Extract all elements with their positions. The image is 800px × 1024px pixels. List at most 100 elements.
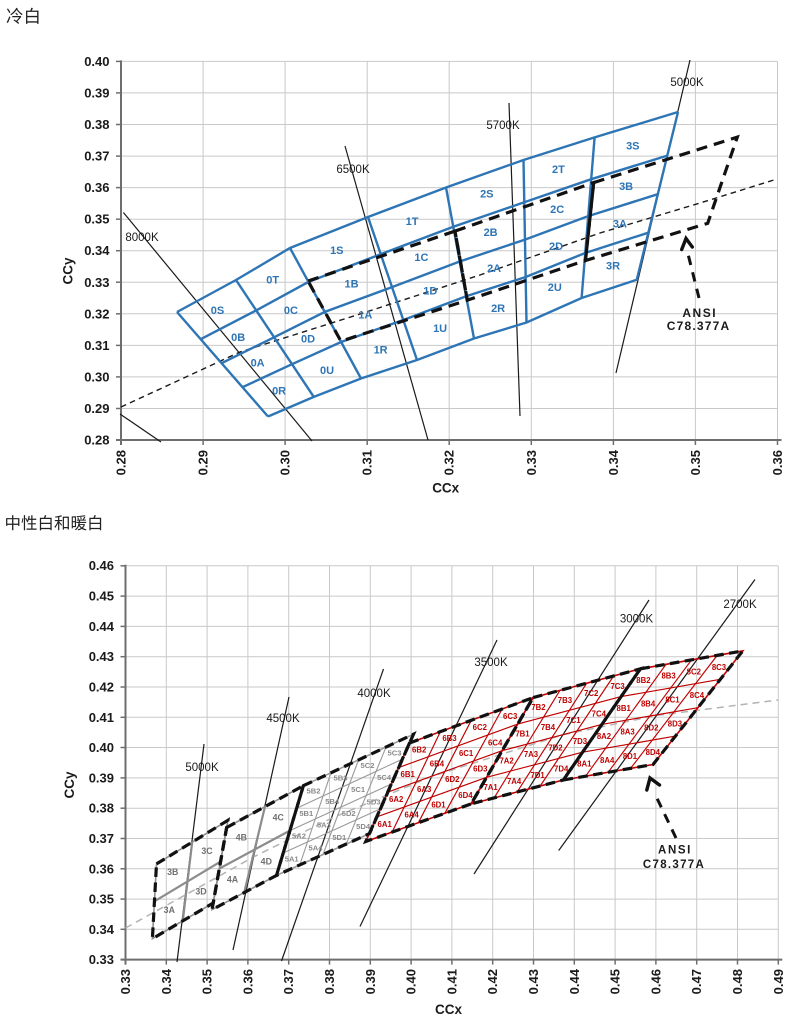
svg-text:7B3: 7B3 [558, 696, 573, 705]
svg-text:8D4: 8D4 [646, 748, 661, 757]
svg-text:0.38: 0.38 [84, 117, 109, 132]
svg-text:5A2: 5A2 [292, 832, 306, 841]
svg-text:0.36: 0.36 [240, 969, 255, 994]
svg-text:0.30: 0.30 [84, 369, 109, 384]
svg-text:8B3: 8B3 [661, 672, 676, 681]
svg-text:5D2: 5D2 [342, 809, 356, 818]
svg-text:1B: 1B [344, 278, 358, 290]
svg-text:2U: 2U [548, 282, 562, 294]
svg-text:6C1: 6C1 [459, 749, 474, 758]
svg-text:2A: 2A [487, 263, 501, 275]
svg-text:8C3: 8C3 [712, 663, 727, 672]
svg-text:0.49: 0.49 [771, 969, 786, 994]
svg-text:7D1: 7D1 [530, 771, 545, 780]
svg-text:5C3: 5C3 [388, 749, 402, 758]
svg-text:0.45: 0.45 [608, 969, 623, 994]
svg-text:4A: 4A [227, 875, 239, 885]
svg-text:4500K: 4500K [266, 713, 300, 725]
svg-text:7D2: 7D2 [548, 744, 563, 753]
svg-text:CCy: CCy [62, 771, 77, 798]
svg-text:0.32: 0.32 [84, 306, 109, 321]
svg-text:2B: 2B [484, 227, 498, 239]
svg-text:8C4: 8C4 [690, 691, 705, 700]
svg-text:0.31: 0.31 [84, 338, 109, 353]
svg-text:0C: 0C [284, 305, 298, 317]
svg-text:2R: 2R [491, 303, 505, 315]
svg-text:0.40: 0.40 [84, 54, 109, 69]
svg-text:0R: 0R [272, 386, 286, 398]
svg-text:2T: 2T [552, 164, 565, 176]
svg-text:5C1: 5C1 [351, 785, 366, 794]
svg-text:5A4: 5A4 [309, 844, 324, 853]
svg-text:5B3: 5B3 [334, 774, 348, 783]
svg-text:C78.377A: C78.377A [643, 859, 705, 871]
svg-text:0.46: 0.46 [648, 969, 663, 994]
svg-text:6B1: 6B1 [401, 770, 416, 779]
svg-text:3B: 3B [167, 867, 178, 877]
svg-text:0.44: 0.44 [89, 619, 115, 634]
svg-text:CCx: CCx [432, 481, 459, 496]
svg-text:3000K: 3000K [620, 614, 654, 626]
svg-text:8D3: 8D3 [668, 720, 683, 729]
svg-text:5000K: 5000K [185, 762, 219, 774]
svg-text:5000K: 5000K [670, 77, 704, 89]
svg-text:0.35: 0.35 [688, 450, 703, 475]
svg-text:0.43: 0.43 [89, 649, 114, 664]
svg-text:0.39: 0.39 [363, 969, 378, 994]
svg-text:0.41: 0.41 [444, 969, 459, 994]
svg-text:6C4: 6C4 [488, 738, 503, 747]
svg-text:2C: 2C [550, 204, 564, 216]
svg-text:0.38: 0.38 [89, 801, 114, 816]
svg-text:7A1: 7A1 [483, 783, 498, 792]
svg-text:0A: 0A [251, 358, 265, 370]
svg-text:5A3: 5A3 [317, 820, 331, 829]
svg-text:0B: 0B [231, 332, 245, 344]
svg-text:5C4: 5C4 [377, 773, 392, 782]
svg-text:3500K: 3500K [474, 657, 508, 669]
svg-text:1R: 1R [374, 345, 388, 357]
svg-text:4C: 4C [273, 813, 285, 823]
svg-text:1A: 1A [358, 310, 372, 322]
svg-text:0.29: 0.29 [84, 401, 109, 416]
svg-text:0.40: 0.40 [89, 740, 114, 755]
svg-text:0.43: 0.43 [526, 969, 541, 994]
svg-text:1S: 1S [330, 245, 343, 257]
svg-text:0.36: 0.36 [89, 861, 114, 876]
svg-text:5B4: 5B4 [325, 797, 340, 806]
svg-text:0.30: 0.30 [278, 450, 293, 475]
svg-text:8B4: 8B4 [641, 700, 656, 709]
svg-text:6C3: 6C3 [503, 712, 518, 721]
svg-text:0.37: 0.37 [84, 149, 109, 164]
svg-text:5700K: 5700K [486, 120, 520, 132]
svg-text:0.35: 0.35 [200, 969, 215, 994]
svg-text:ANSI: ANSI [658, 845, 692, 857]
svg-text:3S: 3S [626, 141, 639, 153]
svg-text:6A4: 6A4 [404, 810, 419, 819]
svg-text:8C1: 8C1 [665, 696, 680, 705]
svg-text:5A1: 5A1 [285, 854, 300, 863]
svg-text:3B: 3B [619, 181, 633, 193]
svg-text:7A4: 7A4 [507, 777, 522, 786]
svg-text:CCy: CCy [61, 257, 76, 284]
svg-text:2700K: 2700K [723, 599, 757, 611]
svg-text:1U: 1U [433, 323, 447, 335]
svg-text:0.39: 0.39 [89, 770, 114, 785]
svg-text:0.35: 0.35 [89, 892, 114, 907]
svg-text:7A2: 7A2 [499, 756, 514, 765]
svg-text:8C2: 8C2 [687, 667, 702, 676]
svg-text:8D2: 8D2 [644, 724, 659, 733]
svg-text:8B1: 8B1 [617, 704, 632, 713]
svg-text:8A1: 8A1 [577, 760, 592, 769]
svg-text:4B: 4B [236, 833, 247, 843]
svg-text:3R: 3R [606, 260, 620, 272]
svg-text:7C2: 7C2 [584, 689, 599, 698]
svg-text:0.35: 0.35 [84, 212, 109, 227]
svg-text:0.44: 0.44 [567, 968, 582, 994]
svg-text:0.41: 0.41 [89, 710, 114, 725]
svg-text:7D3: 7D3 [573, 737, 588, 746]
svg-text:0.36: 0.36 [770, 450, 785, 475]
svg-text:6A1: 6A1 [378, 820, 393, 829]
svg-text:5C2: 5C2 [361, 761, 375, 770]
svg-text:6C2: 6C2 [473, 723, 488, 732]
svg-text:2S: 2S [480, 189, 493, 201]
